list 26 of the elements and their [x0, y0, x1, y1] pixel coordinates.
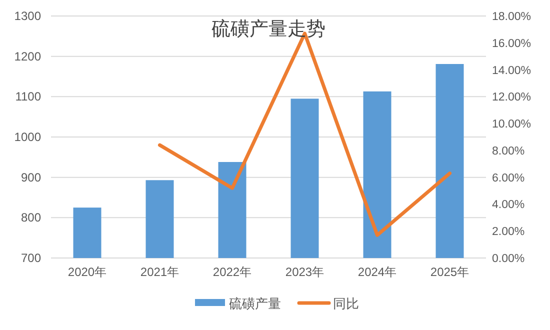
y-tick-label: 1300 — [14, 9, 42, 23]
x-tick-label: 2022年 — [212, 265, 252, 279]
y2-tick-label: 12.00% — [492, 92, 532, 104]
x-tick-label: 2024年 — [358, 265, 397, 279]
y2-tick-label: 14.00% — [492, 64, 532, 77]
legend-label: 硫磺产量 — [229, 296, 281, 311]
y-tick-label: 700 — [20, 251, 42, 265]
y2-tick-label: 10.00% — [492, 118, 532, 131]
y2-tick-label: 0.00% — [492, 253, 525, 265]
y-tick-label: 1100 — [15, 90, 42, 104]
y2-tick-label: 6.00% — [492, 172, 525, 184]
y2-tick-label: 4.00% — [492, 199, 525, 212]
y-tick-label: 1000 — [14, 130, 42, 144]
chart-title: 硫磺产量走势 — [212, 18, 326, 40]
x-tick-label: 2023年 — [285, 265, 324, 279]
y-tick-label: 800 — [20, 210, 42, 225]
y-tick-label: 900 — [20, 170, 42, 184]
x-tick-label: 2025年 — [430, 265, 470, 279]
x-tick-label: 2020年 — [68, 265, 107, 279]
legend-label: 同比 — [333, 296, 359, 311]
x-tick-label: 2021年 — [140, 265, 180, 279]
y2-tick-label: 2.00% — [492, 226, 525, 238]
y2-tick-label: 18.00% — [492, 11, 532, 23]
y2-tick-label: 16.00% — [492, 38, 532, 50]
y-tick-label: 1200 — [14, 49, 42, 64]
y2-tick-label: 8.00% — [492, 145, 525, 158]
